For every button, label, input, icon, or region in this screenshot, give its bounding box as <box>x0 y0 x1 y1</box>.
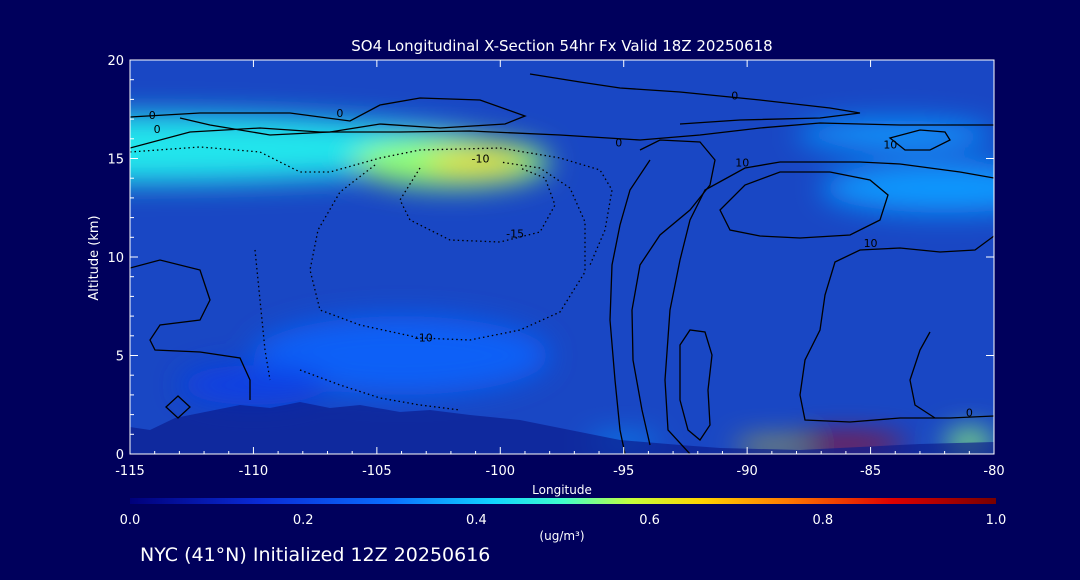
x-axis-label: Longitude <box>532 483 592 497</box>
colorbar-tick-label: 0.6 <box>639 513 660 528</box>
contour-label: 0 <box>154 123 161 136</box>
colorbar-unit-label: (ug/m³) <box>539 529 584 543</box>
y-axis-label: Altitude (km) <box>87 215 102 300</box>
contour-label: -15 <box>506 227 524 240</box>
colorbar-tick-label: 0.8 <box>812 513 833 528</box>
colorbar-tick-label: 0.0 <box>120 513 141 528</box>
concentration-field <box>130 114 994 454</box>
concentration-blob <box>179 365 328 405</box>
contour-line <box>529 73 861 125</box>
x-tick-label: -115 <box>115 464 145 479</box>
dashed-contour-line <box>399 167 556 243</box>
contour-line <box>609 159 651 454</box>
contour-label: 10 <box>883 139 897 152</box>
x-axis: -115 -110 -105 -100 -95 -90 -85 -80 <box>115 60 1005 479</box>
colorbar-tick-label: 0.2 <box>293 513 314 528</box>
contour-line <box>130 259 251 400</box>
colorbar-ticks: 0.0 0.2 0.4 0.6 0.8 1.0 <box>120 513 1007 528</box>
colorbar: 0.0 0.2 0.4 0.6 0.8 1.0 (ug/m³) <box>120 498 1007 543</box>
chart-title: SO4 Longitudinal X-Section 54hr Fx Valid… <box>351 37 772 55</box>
footer-label: NYC (41°N) Initialized 12Z 20250616 <box>140 544 490 566</box>
dashed-contour-line <box>130 146 613 266</box>
contour-line <box>631 139 716 446</box>
contour-label: -10 <box>472 152 490 165</box>
contour-line <box>679 329 713 441</box>
concentration-blob <box>426 153 525 172</box>
x-tick-label: -95 <box>613 464 634 479</box>
contour-lines <box>130 73 994 454</box>
contour-label: 0 <box>615 137 622 150</box>
x-tick-label: -80 <box>983 464 1004 479</box>
concentration-blob <box>734 441 809 452</box>
dashed-contour-lines <box>130 146 613 411</box>
y-tick-label: 5 <box>116 350 124 365</box>
x-tick-label: -90 <box>737 464 758 479</box>
x-tick-label: -105 <box>362 464 392 479</box>
contour-label: 10 <box>735 156 749 169</box>
colorbar-gradient <box>130 498 996 504</box>
dashed-contour-line <box>309 161 586 341</box>
colorbar-tick-label: 0.4 <box>466 513 487 528</box>
contour-line <box>130 122 994 149</box>
concentration-blob <box>821 163 994 213</box>
contour-label: 0 <box>731 89 738 102</box>
contour-line <box>909 331 936 419</box>
x-tick-label: -85 <box>860 464 881 479</box>
contour-line <box>799 235 994 423</box>
contour-label: 0 <box>966 407 973 420</box>
y-axis: 0 5 10 15 20 <box>107 54 994 463</box>
y-tick-label: 0 <box>116 448 124 463</box>
contour-line <box>165 395 191 419</box>
contour-line <box>664 161 994 454</box>
dashed-contour-line <box>299 369 461 411</box>
contour-line <box>719 171 889 239</box>
contour-line <box>888 129 951 151</box>
contour-label: -10 <box>415 332 433 345</box>
colorbar-tick-label: 1.0 <box>986 513 1007 528</box>
contour-label: 0 <box>149 109 156 122</box>
y-tick-label: 20 <box>107 54 124 69</box>
terrain-mask <box>130 402 994 454</box>
contour-line <box>130 97 527 136</box>
x-tick-label: -110 <box>239 464 269 479</box>
y-tick-label: 15 <box>107 153 124 168</box>
contour-label: 10 <box>864 237 878 250</box>
concentration-blob <box>253 316 550 395</box>
y-tick-label: 10 <box>107 251 124 266</box>
contour-label: 0 <box>336 107 343 120</box>
x-tick-label: -100 <box>486 464 516 479</box>
